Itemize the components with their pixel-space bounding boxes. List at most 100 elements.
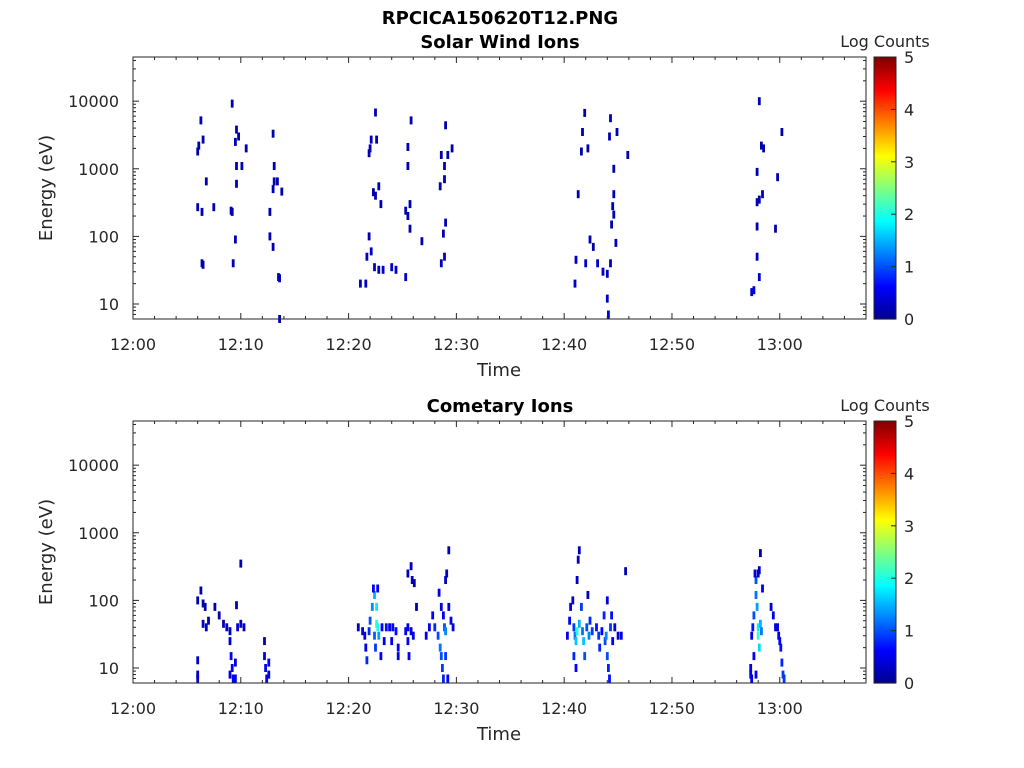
- colorbar-segment: [874, 453, 896, 456]
- heatmap-cell: [404, 206, 408, 215]
- colorbar-segment: [874, 83, 896, 86]
- colorbar-segment: [874, 471, 896, 474]
- colorbar-segment: [874, 547, 896, 551]
- heatmap-cell: [404, 273, 408, 282]
- colorbar-segment: [874, 238, 896, 241]
- heatmap-cell: [363, 631, 367, 640]
- colorbar-segment: [874, 234, 896, 237]
- colorbar-segment: [874, 304, 896, 308]
- heatmap-cell: [607, 664, 610, 672]
- colorbar-frame: [873, 56, 897, 320]
- colorbar-segment: [874, 634, 896, 638]
- colorbar-segment: [874, 93, 896, 96]
- heatmap-cell: [428, 623, 431, 632]
- solar-wind-panel: Solar Wind Ions Log Counts Energy (eV) T…: [36, 32, 930, 381]
- colorbar-segment: [874, 220, 896, 223]
- colorbar-segment: [874, 226, 896, 229]
- heatmap-cell: [612, 164, 616, 173]
- heatmap-cell: [750, 631, 754, 640]
- colorbar-segment: [874, 445, 896, 448]
- heatmap-cell: [377, 265, 381, 274]
- heatmap-cell: [444, 627, 447, 636]
- heatmap-cell: [608, 132, 611, 141]
- colorbar-segment: [874, 477, 896, 481]
- colorbar-segment: [874, 443, 896, 446]
- heatmap-cell: [406, 212, 410, 220]
- heatmap-cell: [749, 664, 753, 672]
- heatmap-cell: [199, 586, 203, 595]
- heatmap-cell: [276, 177, 279, 186]
- heatmap-cell: [388, 623, 391, 632]
- colorbar-segment: [874, 622, 896, 626]
- colorbar-segment: [874, 650, 896, 654]
- colorbar-segment: [874, 539, 896, 543]
- heatmap-cell: [610, 611, 613, 620]
- colorbar-segment: [874, 606, 896, 610]
- heatmap-cell: [585, 623, 589, 632]
- heatmap-cell: [409, 562, 413, 571]
- heatmap-cell: [374, 191, 377, 200]
- colorbar-segment: [874, 549, 896, 553]
- heatmap-cell: [406, 623, 410, 632]
- heatmap-cell: [583, 652, 587, 661]
- heatmap-cell: [396, 652, 400, 661]
- colorbar-segment: [874, 183, 896, 187]
- heatmap-cell: [608, 674, 611, 683]
- heatmap-cell: [207, 616, 210, 625]
- colorbar-segment: [874, 266, 896, 270]
- colorbar-segment: [874, 423, 896, 426]
- colorbar-segment: [874, 592, 896, 595]
- colorbar-segment: [874, 73, 896, 76]
- heatmap-cell: [375, 135, 378, 144]
- heatmap-cell: [222, 619, 225, 628]
- heatmap-cell: [751, 623, 755, 632]
- colorbar-segment: [874, 503, 896, 507]
- heatmap-cell: [201, 135, 205, 144]
- colorbar-segment: [874, 232, 896, 235]
- colorbar-segment: [874, 198, 896, 201]
- colorbar-segment: [874, 171, 896, 175]
- colorbar-segment: [874, 147, 896, 151]
- heatmap-cell: [615, 128, 619, 136]
- colorbar-segment: [874, 431, 896, 434]
- heatmap-cell: [443, 175, 446, 184]
- heatmap-cell: [571, 596, 575, 605]
- colorbar-segment: [874, 292, 896, 296]
- colorbar-segment: [874, 151, 896, 155]
- colorbar-segment: [874, 173, 896, 177]
- heatmap-cell: [602, 611, 606, 620]
- heatmap-cell: [752, 652, 756, 661]
- colorbar-segment: [874, 59, 896, 62]
- colorbar-segment: [874, 258, 896, 262]
- heatmap-cell: [204, 623, 208, 632]
- solar-wind-ylabel: Energy (eV): [36, 135, 57, 241]
- colorbar-segment: [874, 312, 896, 316]
- colorbar-segment: [874, 194, 896, 197]
- colorbar-segment: [874, 437, 896, 440]
- cometary-panel: Cometary Ions Log Counts Energy (eV) Tim…: [36, 396, 930, 745]
- heatmap-cell: [575, 576, 579, 584]
- colorbar-segment: [874, 421, 896, 424]
- colorbar-segment: [874, 212, 896, 215]
- solar-wind-heatmap-cells: [196, 97, 784, 323]
- colorbar-segment: [874, 525, 896, 529]
- colorbar-segment: [874, 602, 896, 605]
- colorbar-segment: [874, 630, 896, 634]
- colorbar-segment: [874, 481, 896, 485]
- heatmap-cell: [774, 623, 777, 632]
- colorbar-segment: [874, 236, 896, 239]
- heatmap-cell: [774, 224, 777, 233]
- colorbar-segment: [874, 105, 896, 108]
- heatmap-cell: [213, 602, 217, 611]
- colorbar-segment: [874, 572, 896, 575]
- colorbar-segment: [874, 214, 896, 217]
- colorbar-segment: [874, 543, 896, 547]
- heatmap-cell: [581, 627, 584, 636]
- heatmap-cell: [566, 631, 569, 640]
- colorbar-segment: [874, 192, 896, 195]
- cometary-colorbar: 0 1 2 3 4 5: [873, 412, 914, 693]
- y-tick-label: 100: [88, 227, 119, 246]
- heatmap-cell: [444, 121, 447, 130]
- colorbar-segment: [874, 155, 896, 159]
- colorbar-segment: [874, 196, 896, 199]
